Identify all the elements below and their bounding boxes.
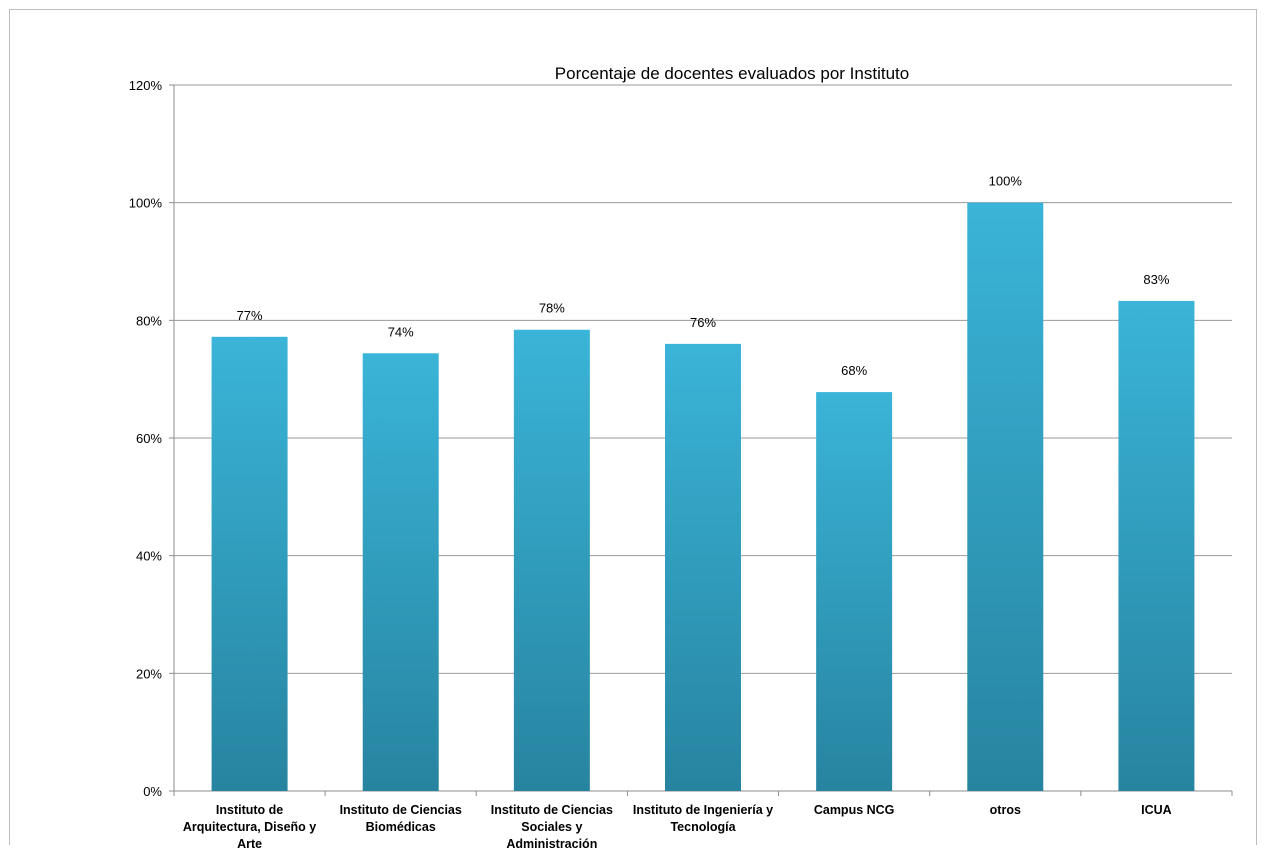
chart-title: Porcentaje de docentes evaluados por Ins… bbox=[555, 64, 909, 83]
data-label: 77% bbox=[237, 308, 263, 323]
x-tick-label: Instituto de Ciencias bbox=[340, 803, 462, 817]
y-tick-label: 100% bbox=[129, 196, 163, 211]
y-tick-label: 40% bbox=[136, 549, 162, 564]
y-tick-label: 60% bbox=[136, 431, 162, 446]
data-label: 78% bbox=[539, 301, 565, 316]
x-tick-label: Administración bbox=[506, 837, 597, 851]
x-tick-label: Instituto de Ingeniería y bbox=[633, 803, 773, 817]
bar bbox=[211, 336, 288, 791]
x-tick-label: Tecnología bbox=[670, 820, 736, 834]
x-tick-label: Campus NCG bbox=[814, 803, 895, 817]
x-tick-label: Instituto de Ciencias bbox=[491, 803, 613, 817]
bar bbox=[1118, 300, 1195, 791]
x-tick-label: Biomédicas bbox=[366, 820, 436, 834]
data-label: 76% bbox=[690, 315, 716, 330]
bar bbox=[362, 353, 439, 791]
x-tick-labels: Instituto de Arquitectura, Diseño y Arte In… bbox=[183, 803, 1172, 851]
y-tick-label: 80% bbox=[136, 313, 162, 328]
y-tick-label: 120% bbox=[129, 78, 163, 93]
x-tick-label: Arquitectura, Diseño y bbox=[183, 820, 316, 834]
bar bbox=[513, 329, 590, 791]
y-tick-labels: 0% 20% 40% 60% 80% 100% 120% bbox=[129, 78, 163, 799]
bar bbox=[665, 343, 741, 791]
data-label: 74% bbox=[388, 324, 414, 339]
x-tick-label: Arte bbox=[237, 837, 262, 851]
data-label: 100% bbox=[989, 174, 1023, 189]
bars bbox=[211, 202, 1195, 791]
x-tick-label: ICUA bbox=[1141, 803, 1172, 817]
data-label: 83% bbox=[1143, 272, 1169, 287]
x-tick-label: otros bbox=[990, 803, 1021, 817]
data-labels: 77% 74% 78% 76% 68% 100% 83% bbox=[237, 174, 1170, 378]
bar bbox=[816, 392, 893, 791]
y-tick-label: 0% bbox=[143, 784, 162, 799]
x-tick-label: Sociales y bbox=[521, 820, 582, 834]
y-tick-label: 20% bbox=[136, 666, 162, 681]
chart-frame bbox=[9, 9, 1257, 845]
data-label: 68% bbox=[841, 363, 867, 378]
bar bbox=[967, 202, 1044, 791]
x-tick-label: Instituto de bbox=[216, 803, 283, 817]
